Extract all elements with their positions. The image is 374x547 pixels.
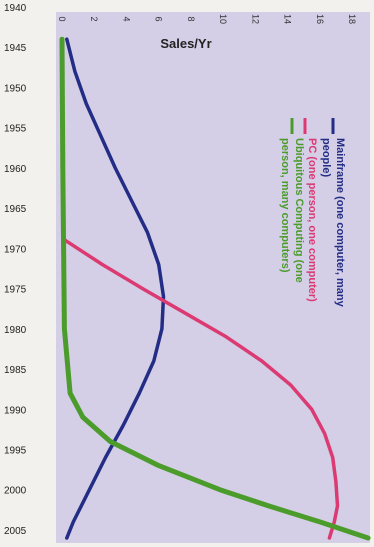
legend-label: people) (320, 138, 332, 177)
x-tick-label: 14 (283, 14, 293, 24)
y-tick-label: 1955 (4, 124, 27, 135)
x-tick-label: 6 (154, 16, 164, 21)
y-tick-label: 1965 (4, 204, 27, 215)
x-tick-label: 4 (121, 16, 131, 21)
x-axis-ticks: 0 2 4 6 8 10 12 14 16 18 (57, 14, 357, 24)
series-line-1 (65, 37, 166, 540)
series-layer (59, 36, 371, 541)
y-tick-label: 1995 (4, 446, 27, 457)
y-tick-label: 1945 (4, 43, 27, 54)
x-tick-label: 18 (347, 14, 357, 24)
y-tick-label: 1975 (4, 285, 27, 296)
x-tick-label: 2 (89, 16, 99, 21)
legend-label: Ubiquitous Computing (one (293, 138, 305, 283)
y-axis-ticks: 1940 1945 1950 1955 1960 1965 1970 1975 1980 1985… (4, 3, 27, 537)
x-tick-label: 16 (315, 14, 325, 24)
y-tick-label: 2005 (4, 526, 27, 537)
y-tick-label: 1985 (4, 365, 27, 376)
y-tick-label: 1940 (4, 3, 27, 14)
y-tick-label: 1960 (4, 164, 27, 175)
y-tick-label: 1970 (4, 244, 27, 255)
series-line-2 (63, 238, 340, 540)
legend-label: Mainframe (one computer, many (334, 138, 346, 308)
chart-title: Sales/Yr (160, 36, 211, 51)
y-tick-label: 1990 (4, 405, 27, 416)
legend-label: person, many computers) (279, 138, 291, 273)
y-tick-label: 1950 (4, 83, 27, 94)
legend-label: PC (one person, one computer) (306, 138, 318, 302)
x-tick-label: 0 (57, 16, 67, 21)
x-tick-label: 8 (186, 16, 196, 21)
y-tick-label: 2000 (4, 486, 27, 497)
x-tick-label: 12 (250, 14, 260, 24)
x-tick-label: 10 (218, 14, 228, 24)
y-tick-label: 1980 (4, 325, 27, 336)
series-line-3 (59, 36, 371, 541)
